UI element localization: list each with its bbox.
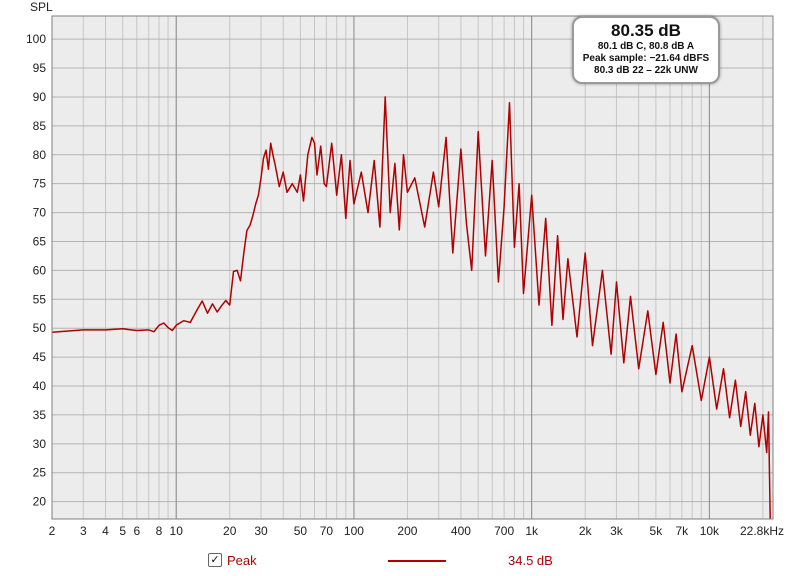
x-tick-label: 70 xyxy=(320,524,334,538)
peak-sample-text: Peak sample: −21.64 dBFS xyxy=(582,53,710,64)
y-tick-label: 70 xyxy=(33,206,47,220)
y-tick-label: 55 xyxy=(33,292,47,306)
y-tick-label: 20 xyxy=(33,495,47,509)
y-tick-label: 60 xyxy=(33,263,47,277)
y-tick-label: 100 xyxy=(26,32,46,46)
x-tick-label: 200 xyxy=(397,524,417,538)
x-tick-label: 3 xyxy=(80,524,87,538)
x-tick-label: 3k xyxy=(610,524,624,538)
grid-major xyxy=(175,16,710,519)
legend-line-swatch xyxy=(388,560,446,562)
unweighted-level-text: 80.3 dB 22 – 22k UNW xyxy=(594,65,698,76)
level-readout-value: 80.35 dB xyxy=(611,21,681,40)
y-tick-label: 45 xyxy=(33,350,47,364)
y-tick-label: 65 xyxy=(33,234,47,248)
y-tick-label: 40 xyxy=(33,379,47,393)
x-tick-label: 5 xyxy=(119,524,126,538)
x-tick-label: 6 xyxy=(133,524,140,538)
legend-series-label: Peak xyxy=(227,553,257,568)
y-tick-label: 35 xyxy=(33,408,47,422)
x-tick-label: 22.8kHz xyxy=(740,524,784,538)
x-tick-label: 30 xyxy=(254,524,268,538)
y-tick-label: 85 xyxy=(33,119,47,133)
x-tick-label: 400 xyxy=(451,524,471,538)
legend-series-value: 34.5 dB xyxy=(508,553,553,568)
peak-visibility-checkbox[interactable]: ✓ xyxy=(208,553,222,567)
y-tick-label: 75 xyxy=(33,177,47,191)
y-tick-label: 80 xyxy=(33,148,47,162)
plot-frame xyxy=(51,15,774,520)
y-tick-label: 50 xyxy=(33,321,47,335)
y-tick-label: 30 xyxy=(33,437,47,451)
level-readout-panel: 80.35 dB 80.1 dB C, 80.8 dB A Peak sampl… xyxy=(572,16,720,84)
y-tick-label: 25 xyxy=(33,466,47,480)
y-axis-label: SPL xyxy=(30,0,53,14)
y-axis-ticks: 20 25 30 35 40 45 50 55 60 65 70 75 80 85 90 95 100 xyxy=(26,32,46,509)
x-tick-label: 2 xyxy=(49,524,56,538)
x-tick-label: 5k xyxy=(650,524,664,538)
y-tick-label: 95 xyxy=(33,61,47,75)
x-tick-label: 2k xyxy=(579,524,593,538)
x-tick-label: 50 xyxy=(294,524,308,538)
chart-legend: ✓ Peak 34.5 dB xyxy=(0,551,800,571)
x-tick-label: 20 xyxy=(223,524,237,538)
x-tick-label: 700 xyxy=(494,524,514,538)
x-axis-ticks: 2 3 4 5 6 8 10 20 30 50 70 100 200 400 700 1k 2k 3k 5k 7k 10… xyxy=(49,524,784,538)
weighted-level-text: 80.1 dB C, 80.8 dB A xyxy=(597,41,695,52)
x-tick-label: 1k xyxy=(525,524,539,538)
y-tick-label: 90 xyxy=(33,90,47,104)
x-tick-label: 10 xyxy=(170,524,184,538)
x-tick-label: 7k xyxy=(676,524,690,538)
x-tick-label: 10k xyxy=(700,524,720,538)
plot-background xyxy=(52,16,773,519)
x-tick-label: 8 xyxy=(156,524,163,538)
x-tick-label: 100 xyxy=(344,524,364,538)
series-line-peak xyxy=(51,96,771,520)
x-tick-label: 4 xyxy=(102,524,109,538)
